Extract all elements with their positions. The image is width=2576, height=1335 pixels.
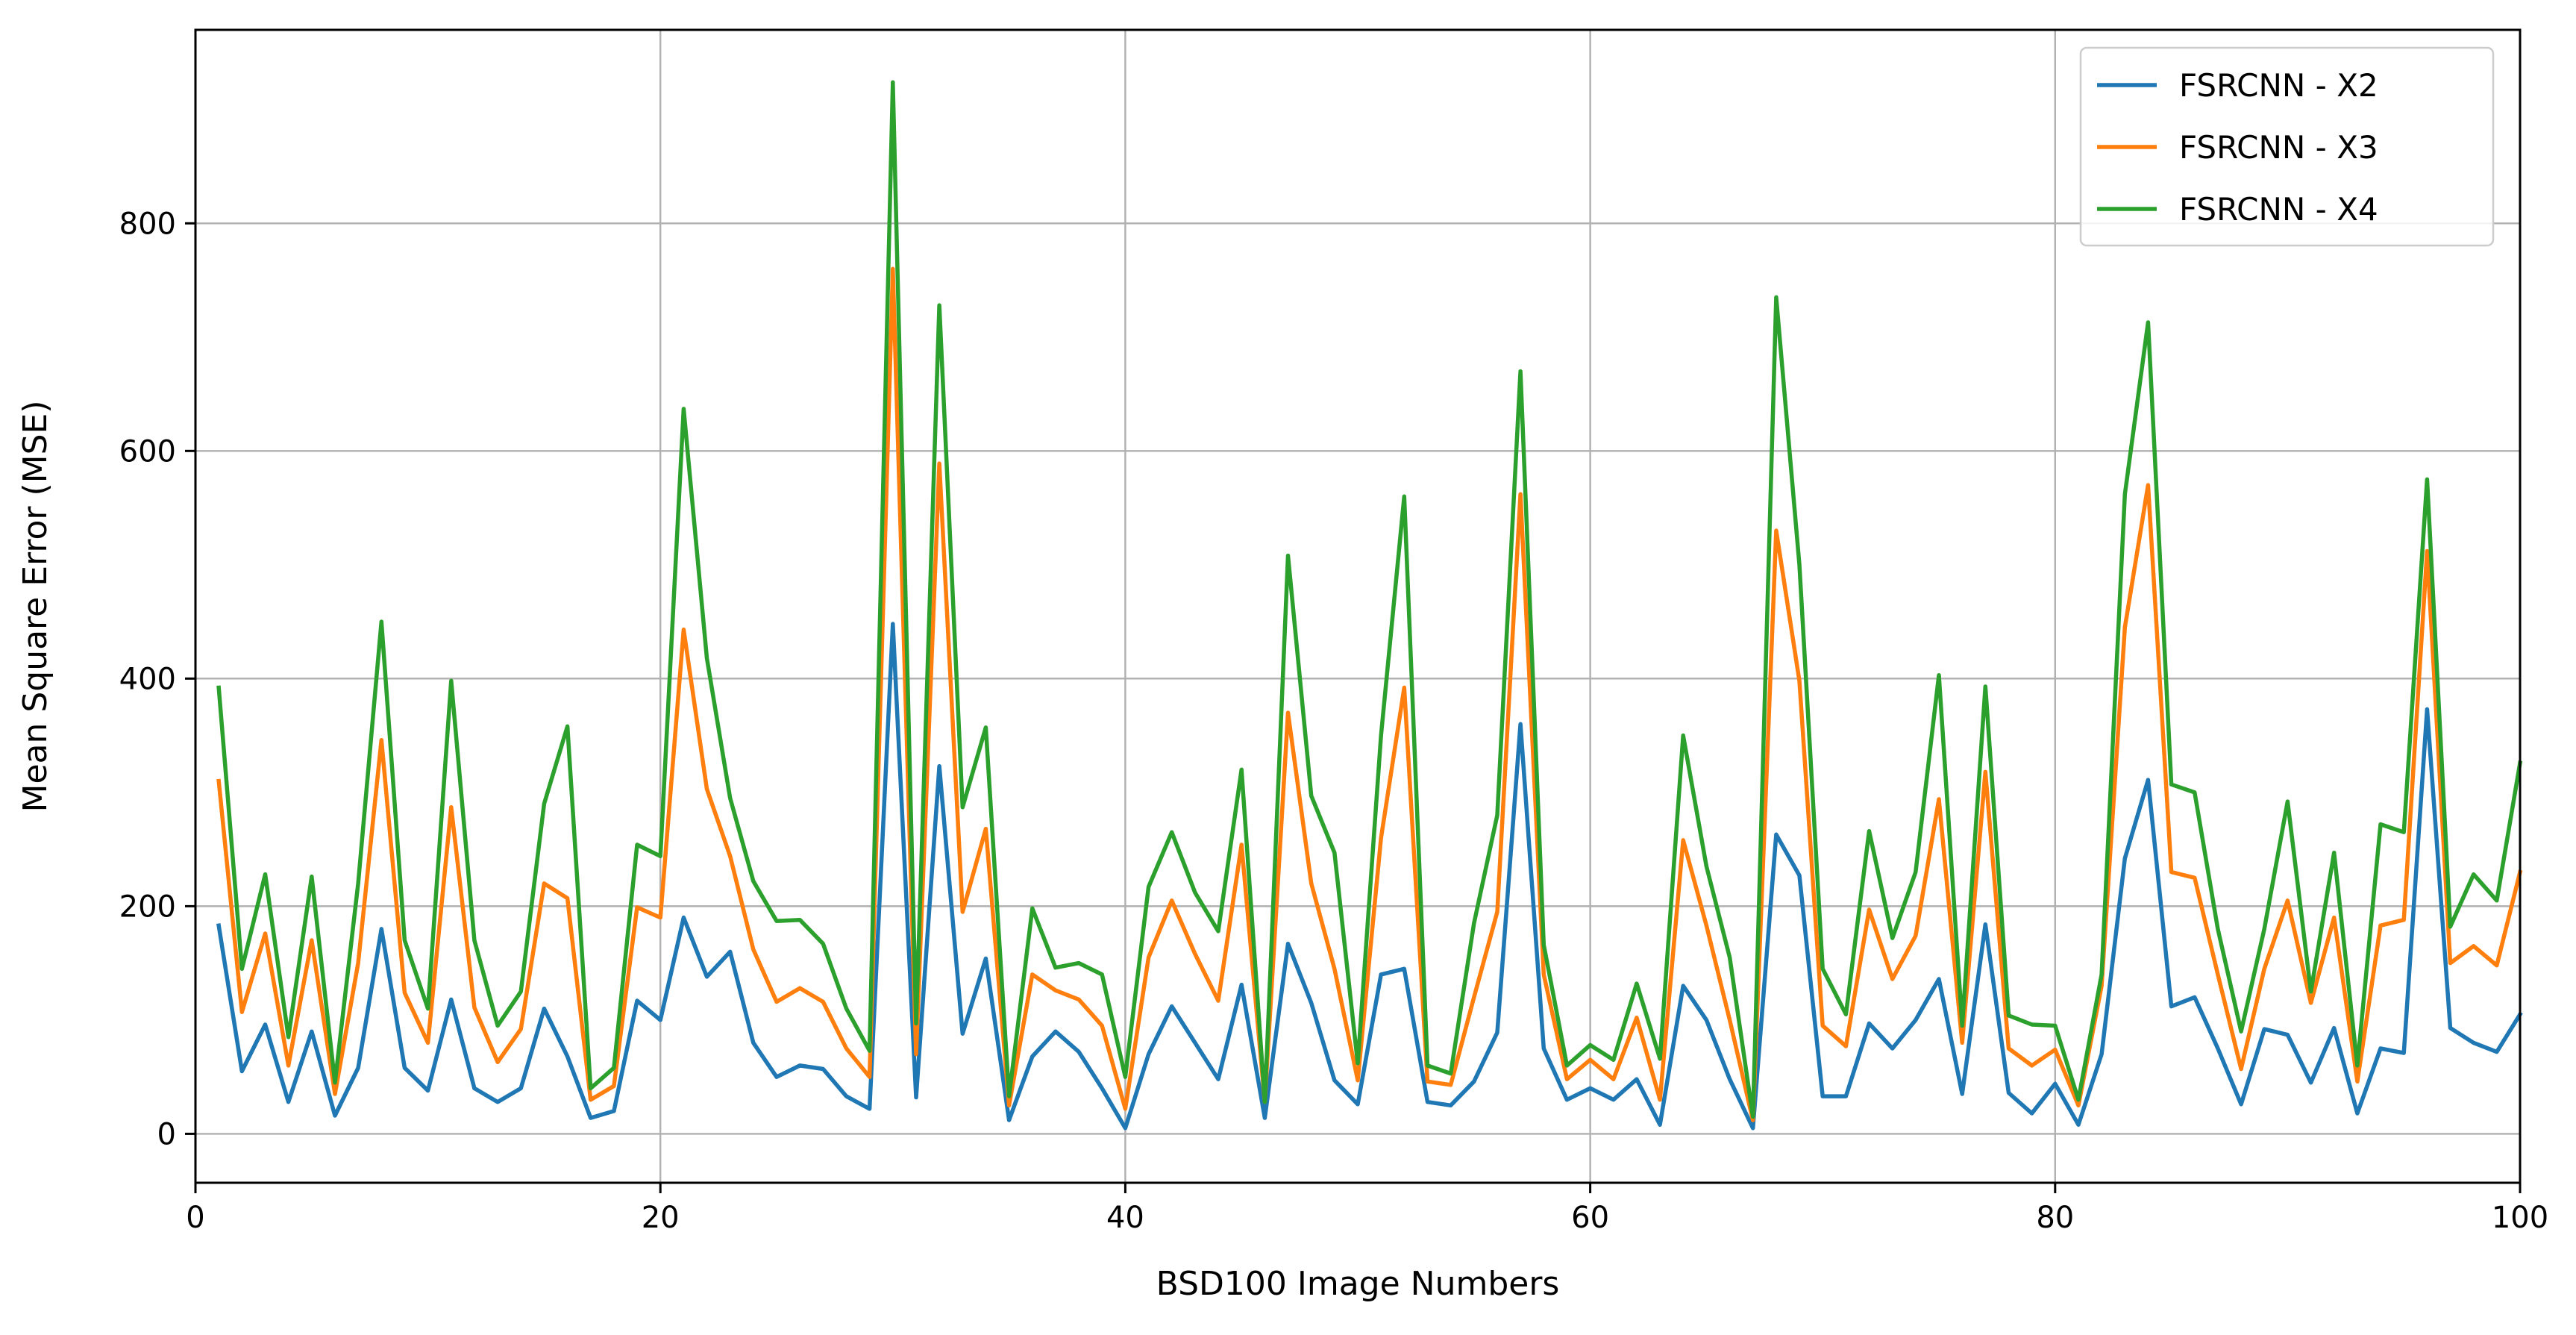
- legend-label-3: FSRCNN - X4: [2179, 191, 2378, 228]
- x-tick-label: 40: [1106, 1201, 1144, 1235]
- series-line-1: [216, 622, 2523, 1131]
- plot-frame: [194, 28, 2522, 1184]
- axis-ticks: 0 20 40 60 80 100 0 200 400 600 800: [119, 207, 2549, 1235]
- x-tick-label: 100: [2492, 1201, 2548, 1235]
- legend-box: [2079, 46, 2495, 247]
- series-line-3: [216, 80, 2523, 1119]
- x-axis-label: BSD100 Image Numbers: [1156, 1265, 1560, 1303]
- x-tick-label: 80: [2036, 1201, 2074, 1235]
- series-lines: [216, 80, 2523, 1131]
- legend-label-2: FSRCNN - X3: [2179, 129, 2378, 166]
- y-tick-label: 200: [119, 890, 176, 924]
- x-tick-label: 0: [186, 1201, 204, 1235]
- y-tick-label: 600: [119, 434, 176, 469]
- y-axis-label: Mean Square Error (MSE): [16, 400, 54, 812]
- y-tick-label: 0: [157, 1117, 176, 1151]
- y-tick-label: 800: [119, 207, 176, 241]
- series-line-2: [216, 266, 2523, 1122]
- y-tick-label: 400: [119, 662, 176, 696]
- x-tick-label: 60: [1571, 1201, 1609, 1235]
- legend: FSRCNN - X2 FSRCNN - X3 FSRCNN - X4: [2079, 46, 2495, 247]
- legend-label-1: FSRCNN - X2: [2179, 67, 2378, 104]
- x-tick-label: 20: [642, 1201, 680, 1235]
